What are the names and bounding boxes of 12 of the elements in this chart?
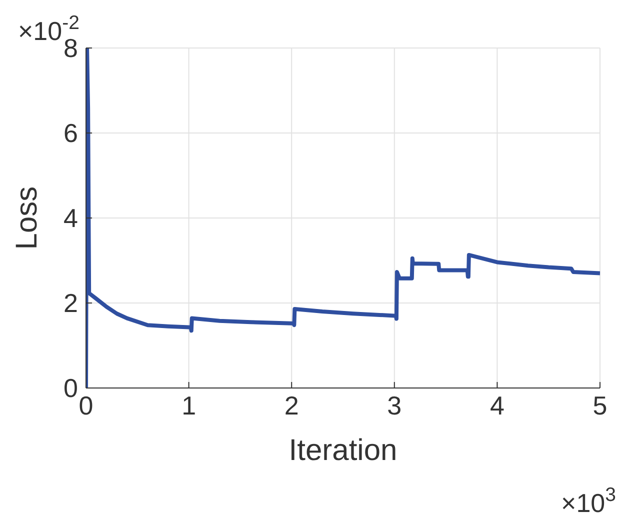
x-tick-label: 1	[182, 390, 196, 420]
line-series	[86, 48, 600, 388]
x-axis-title: Iteration	[288, 434, 398, 467]
y-tick-label: 4	[64, 203, 78, 234]
x-tick-label: 3	[387, 390, 402, 420]
y-axis-title: Loss	[10, 186, 44, 250]
x-tick-label: 5	[592, 390, 608, 420]
x-tick-label: 2	[284, 390, 299, 420]
x-tick-label: 4	[490, 390, 504, 420]
y-tick-label: 6	[64, 118, 78, 148]
text: ×10$^{3}$	[561, 484, 616, 518]
y-tick-label: 2	[64, 288, 78, 318]
